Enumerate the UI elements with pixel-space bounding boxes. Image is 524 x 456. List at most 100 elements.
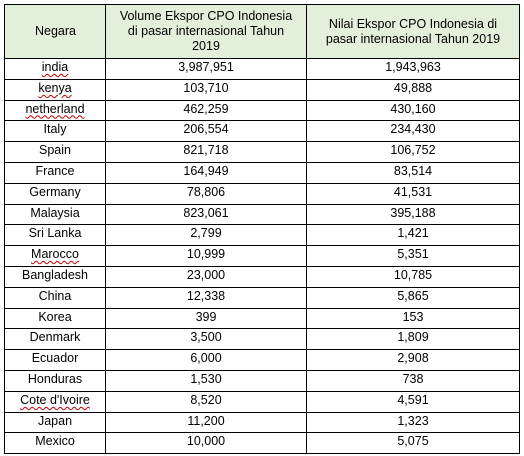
header-negara: Negara (4, 4, 106, 59)
cell-volume: 12,338 (105, 286, 307, 309)
header-volume-line: 2019 (192, 39, 220, 53)
cell-negara: Korea (4, 307, 106, 330)
cell-negara-text: France (35, 163, 75, 178)
cell-negara-text: Honduras (27, 371, 83, 386)
cell-volume: 78,806 (105, 182, 307, 205)
cell-volume: 3,987,951 (105, 58, 307, 80)
cell-negara: Sri Lanka (4, 224, 106, 247)
cell-nilai: 41,531 (306, 182, 520, 205)
cell-volume: 10,999 (105, 245, 307, 267)
table-row: netherland 462,259 430,160 (4, 99, 520, 122)
export-table: Negara Volume Ekspor CPO Indonesia di pa… (4, 4, 520, 455)
cell-volume-text: 462,259 (183, 101, 229, 116)
table-body: india 3,987,951 1,943,963 kenya 103,710 49,88… (4, 58, 520, 455)
cell-nilai-text: 83,514 (393, 163, 433, 178)
cell-negara-text: Malaysia (30, 205, 80, 220)
header-nilai: Nilai Ekspor CPO Indonesia di pasar inte… (306, 4, 520, 59)
cell-nilai: 1,323 (306, 411, 520, 434)
cell-volume-text: 12,338 (186, 288, 226, 303)
cell-nilai-text: 4,591 (397, 392, 429, 407)
cell-negara: india (4, 58, 106, 80)
table-row: Malaysia 823,061 395,188 (4, 203, 520, 226)
cell-nilai: 10,785 (306, 265, 520, 288)
cell-volume-text: 11,200 (187, 413, 225, 428)
cell-volume-text: 3,987,951 (178, 60, 234, 74)
cell-negara-text: Denmark (29, 330, 81, 345)
cell-volume: 103,710 (105, 78, 307, 101)
cell-nilai-text: 106,752 (390, 143, 436, 158)
header-volume-line: Volume Ekspor CPO Indonesia (119, 9, 293, 23)
cell-nilai: 1,421 (306, 224, 520, 247)
cell-nilai: 5,865 (306, 286, 520, 309)
cell-negara-text: Cote d'Ivoire (20, 392, 90, 407)
cell-negara: Marocco (4, 245, 106, 267)
cell-nilai: 83,514 (306, 161, 520, 184)
cell-volume-text: 1,530 (190, 371, 222, 386)
cell-volume-text: 10,000 (186, 434, 226, 449)
cell-volume-text: 399 (195, 309, 217, 324)
cell-negara-text: Germany (29, 184, 81, 199)
cell-nilai-text: 153 (402, 309, 424, 324)
cell-volume: 1,530 (105, 369, 307, 392)
cell-nilai-text: 41,531 (393, 184, 433, 199)
cell-volume: 462,259 (105, 99, 307, 122)
header-volume-line-text: di pasar internasional Tahun (127, 24, 285, 38)
cell-volume: 823,061 (105, 203, 307, 226)
cell-nilai-text: 5,075 (397, 434, 429, 449)
cell-volume-text: 3,500 (190, 330, 222, 345)
table-row: Japan 11,200 1,323 (4, 411, 520, 434)
cell-nilai-text: 738 (402, 371, 424, 386)
cell-volume: 3,500 (105, 328, 307, 351)
table-row: Germany 78,806 41,531 (4, 182, 520, 205)
cell-negara-text: China (38, 288, 72, 303)
cell-volume: 164,949 (105, 161, 307, 184)
cell-negara: Malaysia (4, 203, 106, 226)
cell-nilai: 49,888 (306, 78, 520, 101)
header-row: Negara Volume Ekspor CPO Indonesia di pa… (4, 4, 520, 59)
table-row: Ecuador 6,000 2,908 (4, 349, 520, 371)
cell-volume-text: 78,806 (186, 184, 226, 199)
table-row: india 3,987,951 1,943,963 (4, 58, 520, 80)
cell-volume-text: 103,710 (183, 80, 229, 95)
cell-negara: Ecuador (4, 349, 106, 371)
table-row: Denmark 3,500 1,809 (4, 328, 520, 351)
cell-nilai-text: 5,351 (397, 247, 429, 262)
cell-nilai-text: 430,160 (390, 101, 436, 116)
cell-volume: 821,718 (105, 141, 307, 163)
cell-negara: China (4, 286, 106, 309)
cell-negara-text: Italy (43, 122, 67, 137)
cell-nilai-text: 395,188 (390, 205, 436, 220)
cell-nilai: 1,809 (306, 328, 520, 351)
cell-negara-text: Marocco (31, 247, 79, 262)
cell-nilai-text: 49,888 (393, 80, 433, 95)
table-row: Italy 206,554 234,430 (4, 120, 520, 143)
table-row: China 12,338 5,865 (4, 286, 520, 309)
table-row: Marocco 10,999 5,351 (4, 245, 520, 267)
header-volume-line: di pasar internasional Tahun (106, 24, 306, 39)
table-row: Sri Lanka 2,799 1,421 (4, 224, 520, 247)
cell-volume-text: 206,554 (183, 122, 229, 137)
cell-nilai: 234,430 (306, 120, 520, 143)
table-header: Negara Volume Ekspor CPO Indonesia di pa… (4, 4, 520, 59)
cell-nilai-text: 10,785 (393, 267, 433, 282)
cell-volume: 10,000 (105, 432, 307, 455)
cell-negara: Spain (4, 141, 106, 163)
header-nilai-line: pasar internasional Tahun 2019 (325, 31, 501, 46)
cell-negara: Denmark (4, 328, 106, 351)
table-row: Korea 399 153 (4, 307, 520, 330)
cell-volume-text: 10,999 (186, 247, 226, 262)
cell-nilai: 2,908 (306, 349, 520, 371)
cell-volume: 6,000 (105, 349, 307, 371)
table-row: Spain 821,718 106,752 (4, 141, 520, 163)
cell-volume: 23,000 (105, 265, 307, 288)
cell-nilai: 1,943,963 (306, 58, 520, 80)
table-row: Mexico 10,000 5,075 (4, 432, 520, 455)
cell-negara: Germany (4, 182, 106, 205)
cell-negara: Cote d'Ivoire (4, 390, 106, 413)
table-row: Honduras 1,530 738 (4, 369, 520, 392)
cell-volume: 8,520 (105, 390, 307, 413)
cell-negara-text: Sri Lanka (28, 226, 82, 241)
cell-negara-text: Korea (38, 309, 72, 324)
cell-negara-text: Ecuador (31, 351, 79, 366)
cell-nilai: 106,752 (306, 141, 520, 163)
